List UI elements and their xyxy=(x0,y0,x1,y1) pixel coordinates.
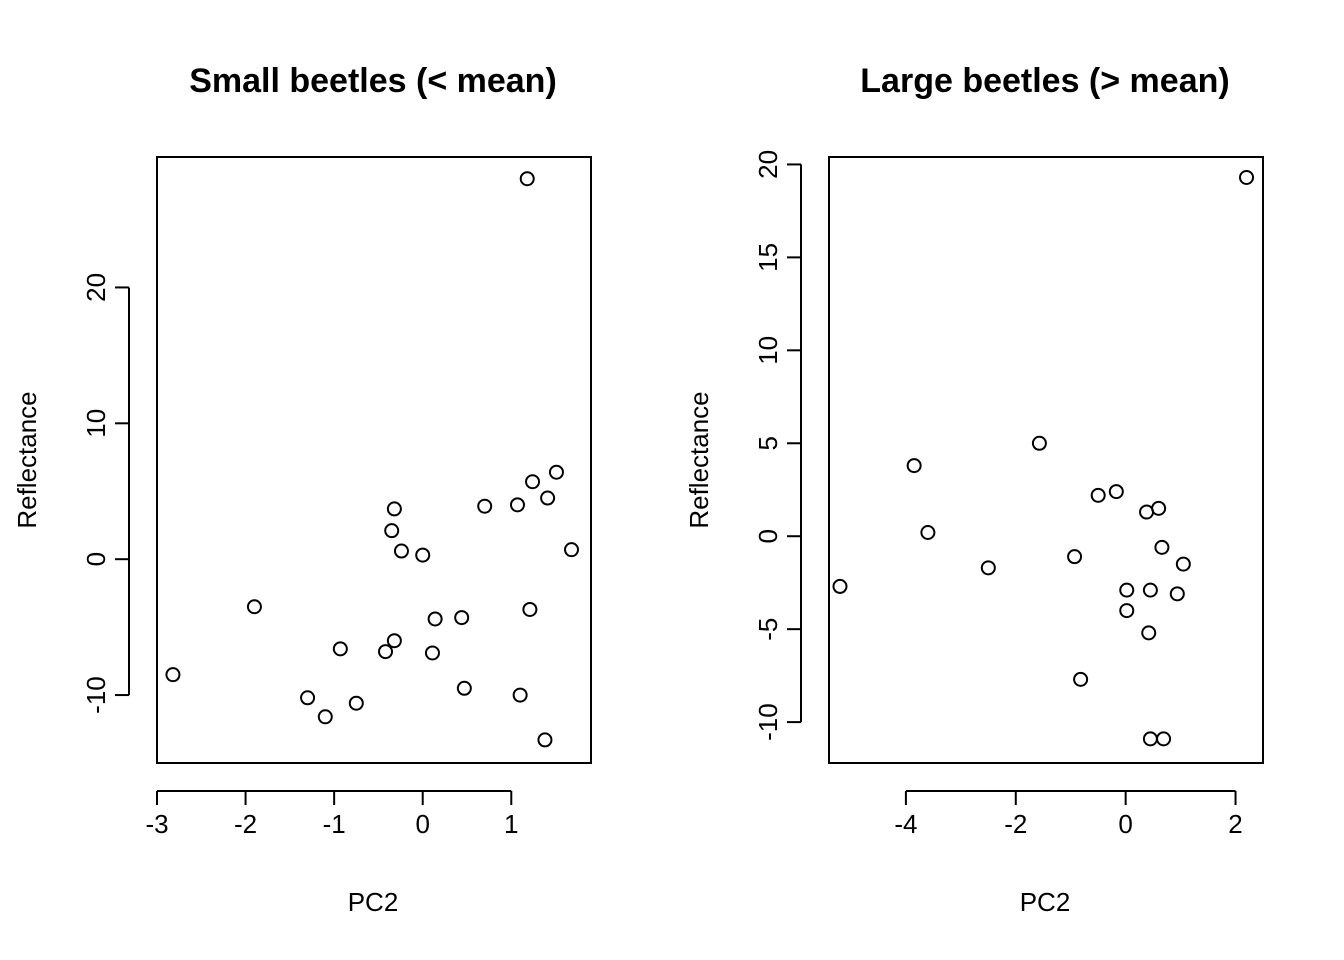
data-point-large-beetles xyxy=(1154,539,1170,555)
points-large-beetles xyxy=(832,169,1255,747)
data-point-small-beetles xyxy=(537,732,553,748)
panel-small-beetles: Small beetles (< mean) -3 -2 -1 0 1 -1001020… xyxy=(12,62,592,917)
plot-title-large-beetles: Large beetles (> mean) xyxy=(860,62,1229,100)
x-tick-label-small-beetles: -1 xyxy=(323,809,346,839)
data-point-small-beetles xyxy=(564,542,580,558)
data-point-small-beetles xyxy=(509,497,525,513)
data-point-large-beetles xyxy=(1141,625,1157,641)
x-tick-label-small-beetles: -2 xyxy=(234,809,257,839)
x-tick-label-large-beetles: -4 xyxy=(894,809,917,839)
data-point-large-beetles xyxy=(1142,582,1158,598)
data-point-large-beetles xyxy=(1151,500,1167,516)
data-point-large-beetles xyxy=(920,524,936,540)
x-tick-label-small-beetles: -3 xyxy=(145,809,168,839)
data-point-small-beetles xyxy=(246,599,262,615)
x-tick-label-large-beetles: 0 xyxy=(1118,809,1132,839)
data-point-small-beetles xyxy=(548,464,564,480)
data-point-large-beetles xyxy=(980,560,996,576)
y-axis-large-beetles: -10 -5 0 5 10 15 20 xyxy=(753,150,802,741)
x-tick-label-small-beetles: 0 xyxy=(415,809,429,839)
y-tick-label-large-beetles: 15 xyxy=(753,243,783,272)
x-tick-label-large-beetles: -2 xyxy=(1004,809,1027,839)
data-point-small-beetles xyxy=(393,543,409,559)
data-point-small-beetles xyxy=(454,610,470,626)
plot-frame-small-beetles xyxy=(156,156,592,764)
data-point-small-beetles xyxy=(424,645,440,661)
plot-frame-large-beetles xyxy=(828,156,1264,764)
x-tick-label-small-beetles: 1 xyxy=(504,809,518,839)
data-point-small-beetles xyxy=(415,547,431,563)
data-point-small-beetles xyxy=(427,611,443,627)
panel-large-beetles: Large beetles (> mean) -4 -2 0 2 -10 -5 0 5 10 1… xyxy=(684,62,1264,917)
data-point-large-beetles xyxy=(1090,487,1106,503)
data-point-small-beetles xyxy=(456,680,472,696)
y-axis-label-small-beetles: Reflectance xyxy=(12,391,42,528)
data-point-small-beetles xyxy=(386,633,402,649)
x-tick-label-large-beetles: 2 xyxy=(1228,809,1242,839)
plot-title-small-beetles: Small beetles (< mean) xyxy=(189,62,557,100)
y-tick-label-small-beetles: 10 xyxy=(81,409,111,438)
data-point-large-beetles xyxy=(1119,603,1135,619)
data-point-small-beetles xyxy=(332,641,348,657)
y-tick-label-large-beetles: 10 xyxy=(753,336,783,365)
data-point-small-beetles xyxy=(165,667,181,683)
y-tick-label-large-beetles: 5 xyxy=(753,436,783,450)
data-point-large-beetles xyxy=(1067,549,1083,565)
data-point-small-beetles xyxy=(378,644,394,660)
data-point-large-beetles xyxy=(832,578,848,594)
data-point-large-beetles xyxy=(1119,582,1135,598)
data-point-small-beetles xyxy=(300,690,316,706)
y-axis-small-beetles: -10 0 10 20 xyxy=(81,273,130,714)
data-point-large-beetles xyxy=(1169,586,1185,602)
x-axis-label-small-beetles: PC2 xyxy=(348,887,399,917)
data-point-small-beetles xyxy=(317,709,333,725)
y-tick-label-large-beetles: -5 xyxy=(753,618,783,641)
data-point-small-beetles xyxy=(525,474,541,490)
data-point-small-beetles xyxy=(540,490,556,506)
y-tick-label-large-beetles: 20 xyxy=(753,150,783,179)
data-point-large-beetles xyxy=(1239,169,1255,185)
x-axis-label-large-beetles: PC2 xyxy=(1020,887,1071,917)
data-point-small-beetles xyxy=(512,687,528,703)
data-point-small-beetles xyxy=(477,498,493,514)
data-point-small-beetles xyxy=(522,601,538,617)
data-point-large-beetles xyxy=(906,458,922,474)
x-axis-small-beetles: -3 -2 -1 0 1 xyxy=(145,790,519,839)
data-point-small-beetles xyxy=(348,695,364,711)
y-tick-label-large-beetles: -10 xyxy=(753,703,783,741)
data-point-large-beetles xyxy=(1156,731,1172,747)
data-point-large-beetles xyxy=(1031,435,1047,451)
data-point-small-beetles xyxy=(386,501,402,517)
y-axis-label-large-beetles: Reflectance xyxy=(684,391,714,528)
y-tick-label-large-beetles: 0 xyxy=(753,529,783,543)
y-tick-label-small-beetles: 20 xyxy=(81,273,111,302)
y-tick-label-small-beetles: -10 xyxy=(81,676,111,714)
data-point-large-beetles xyxy=(1108,484,1124,500)
points-small-beetles xyxy=(165,171,580,748)
x-axis-large-beetles: -4 -2 0 2 xyxy=(894,790,1243,839)
y-tick-label-small-beetles: 0 xyxy=(81,552,111,566)
data-point-large-beetles xyxy=(1175,556,1191,572)
data-point-small-beetles xyxy=(519,171,535,187)
data-point-small-beetles xyxy=(384,523,400,539)
data-point-large-beetles xyxy=(1073,671,1089,687)
